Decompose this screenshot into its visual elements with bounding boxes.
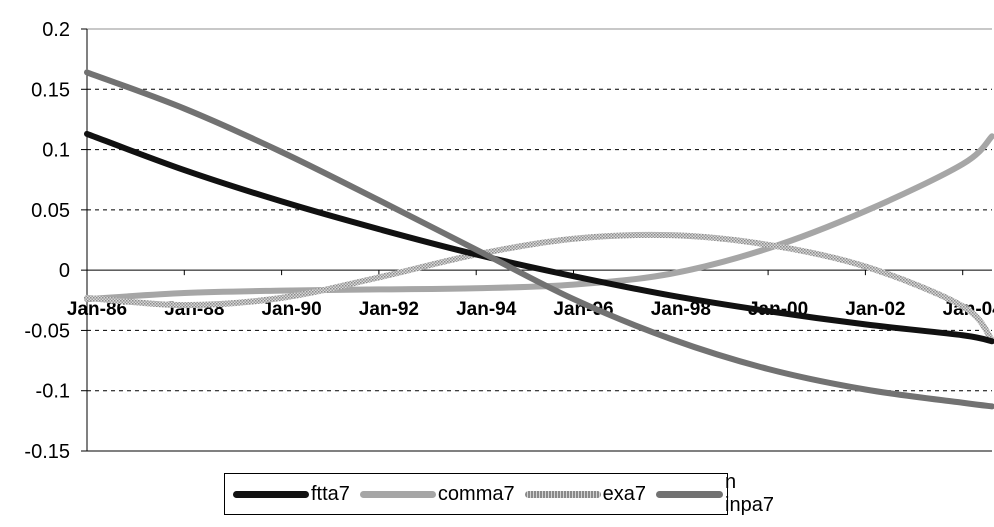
x-tick-label: Jan-86 xyxy=(67,299,127,320)
legend-label-ftta7: ftta7 xyxy=(311,482,350,505)
x-tick-label: Jan-98 xyxy=(651,299,711,320)
legend-label-exa7: exa7 xyxy=(602,482,646,505)
y-tick-label: 0 xyxy=(59,260,70,282)
y-tick-label: 0.1 xyxy=(42,140,70,162)
y-axis: 0.2 0.15 0.1 0.05 0 -0.05 -0.1 -0.15 xyxy=(24,19,992,463)
y-tick-label: 0.2 xyxy=(42,19,70,41)
grid xyxy=(87,28,992,392)
legend-item-comma7: comma7 xyxy=(359,482,515,506)
legend-item-exa7: exa7 xyxy=(524,482,646,506)
y-tick-label: 0.15 xyxy=(31,79,70,101)
legend-swatch-comma7 xyxy=(359,490,436,498)
legend-swatch-ftta7 xyxy=(233,490,309,498)
legend-item-ftta7: ftta7 xyxy=(233,483,350,506)
x-tick-label: Jan-02 xyxy=(845,299,905,320)
legend: ftta7 comma7 exa7 n inpa7 xyxy=(224,471,774,516)
x-tick-label: Jan-90 xyxy=(261,299,321,320)
legend-label-n-inpa7: n inpa7 xyxy=(725,471,774,516)
y-tick-label: -0.05 xyxy=(24,320,70,342)
y-tick-label: -0.15 xyxy=(24,441,70,463)
series-line-n-inpa7 xyxy=(84,69,994,410)
x-tick-label: Jan-92 xyxy=(359,299,419,320)
series-group xyxy=(84,69,994,410)
series-line-exa7 xyxy=(84,231,994,344)
legend-label-comma7: comma7 xyxy=(437,482,515,505)
x-tick-label: Jan-96 xyxy=(553,299,613,320)
series-line-ftta7 xyxy=(84,130,994,345)
legend-item-n-inpa7: n inpa7 xyxy=(656,471,783,517)
x-tick-label: Jan-94 xyxy=(456,299,517,320)
y-tick-label: 0.05 xyxy=(31,200,70,222)
series-line-comma7 xyxy=(84,133,994,303)
y-tick-label: -0.1 xyxy=(36,381,70,403)
legend-swatch-n-inpa7 xyxy=(656,490,724,498)
legend-swatch-exa7 xyxy=(524,490,601,498)
